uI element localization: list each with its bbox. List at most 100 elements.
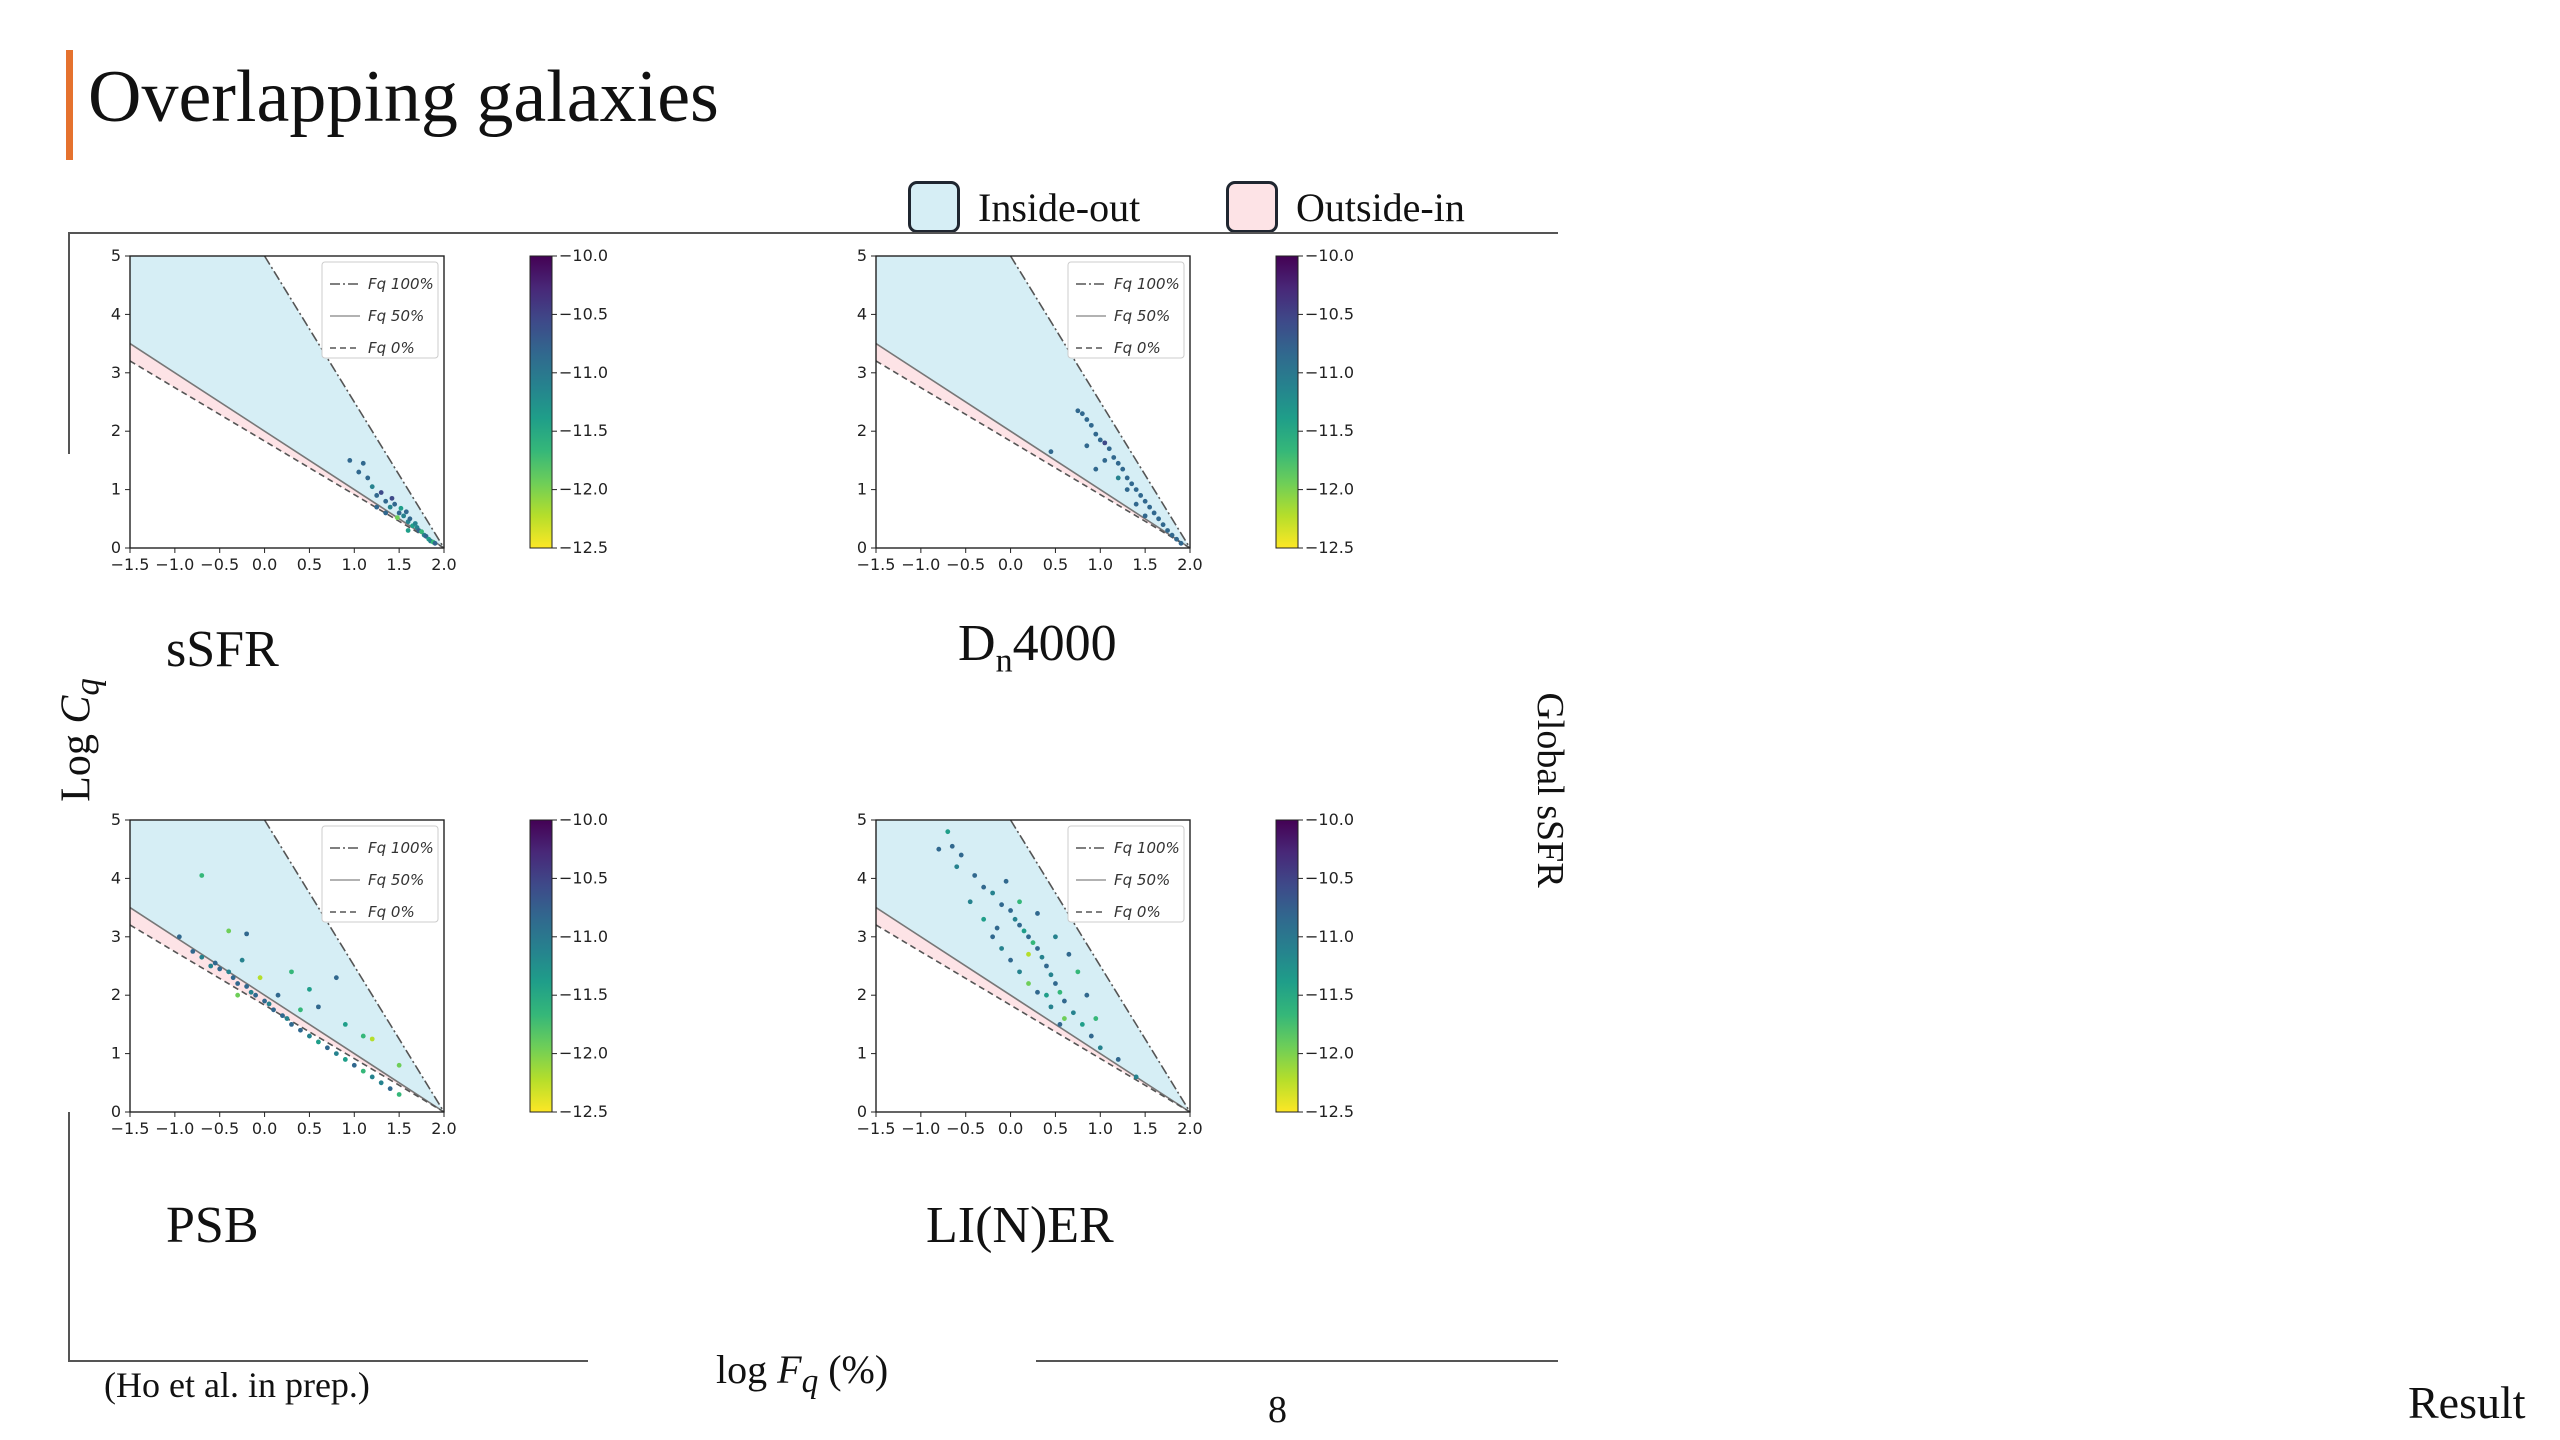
data-point [226,969,232,975]
panel-liner: −1.5 −1.0 −0.5 0.0 0.5 1.0 1.5 2.0 0 1 2 3 4 5 Fq 100%… [846,804,1406,1324]
x-tick-label: 0.0 [252,1119,277,1138]
colorbar-tick-label: −12.5 [559,538,608,557]
y-tick-label: 2 [857,421,867,440]
data-point [190,949,196,954]
x-axis-label: log Fq (%) [716,1347,889,1400]
frame-bottom-rule-left [68,1360,588,1362]
data-point [967,899,973,905]
legend-inside-out: Inside-out [908,178,1140,236]
line-legend-label: Fq 0% [368,339,415,357]
colorbar-tick-label: −11.5 [559,421,608,440]
data-point [398,505,404,511]
x-tick-label: 1.5 [386,1119,411,1138]
inside-out-region [876,256,1190,548]
line-legend-label: Fq 50% [1114,307,1170,325]
colorbar-tick-label: −11.0 [559,363,608,382]
colorbar-tick-label: −11.5 [1305,985,1354,1004]
frame-left-rule-bottom [68,1112,70,1360]
data-point [230,975,236,981]
data-point [257,975,263,981]
y-tick-label: 4 [111,868,121,887]
data-point [1138,493,1144,498]
line-fq100 [263,819,445,1113]
y-tick-label: 1 [111,1044,121,1063]
data-point [1075,969,1081,975]
line-legend-box [1067,825,1185,923]
legend-outside-in: Outside-in [1226,178,1465,236]
citation: (Ho et al. in prep.) [104,1365,370,1405]
data-point [403,509,409,515]
data-point [369,1036,375,1042]
line-fq0 [129,360,445,549]
data-point [365,475,371,481]
data-point [1012,916,1018,922]
data-point [1133,501,1139,507]
data-point [298,1027,303,1033]
line-legend-label: Fq 0% [1114,903,1161,921]
y-tick-label: 4 [111,304,121,323]
data-point [199,954,205,960]
data-point [1133,1074,1139,1080]
data-point [1008,908,1013,913]
data-point [1017,922,1022,928]
y-tick-label: 0 [111,538,121,557]
data-point [1017,899,1022,905]
data-point [289,969,294,975]
x-tick-label: 0.0 [998,555,1023,574]
panel-ssfr-plot: −1.5 −1.0 −0.5 0.0 0.5 1.0 1.5 2.0 0 1 2 3 4 5 Fq 100%… [111,246,608,574]
data-point [1124,475,1130,481]
colorbar-tick-label: −10.0 [1305,246,1354,265]
data-point [1156,516,1161,522]
data-point [1026,951,1031,957]
data-point [1062,998,1067,1004]
x-tick-label: 1.5 [1132,1119,1157,1138]
data-point [1093,1016,1099,1021]
data-point [316,1004,321,1010]
data-point [324,1045,330,1051]
inside-out-region [876,820,1190,1112]
plot-frame [129,819,445,1113]
colorbar-tick-label: −10.5 [1305,868,1354,887]
data-point [1147,504,1153,510]
data-point [958,852,964,858]
data-point [1021,928,1027,934]
page-number: 8 [1268,1389,1287,1431]
data-point [392,501,398,507]
data-point [1102,440,1108,446]
data-point [387,1086,393,1092]
colorbar-tick-label: −12.0 [1305,1044,1354,1063]
data-point [1169,532,1175,538]
y-tick-label: 5 [857,810,867,829]
colorbar-tick-label: −11.0 [559,927,608,946]
plot-frame [129,255,445,549]
y-tick-label: 0 [857,1102,867,1121]
data-point [378,490,384,495]
colorbar-tick-label: −11.5 [559,985,608,1004]
title-accent-bar [66,50,73,160]
line-fq50 [129,342,445,549]
panel-dn4000: −1.5 −1.0 −0.5 0.0 0.5 1.0 1.5 2.0 0 1 2 3 4 5 Fq 100%… [846,240,1406,760]
y-tick-label: 5 [857,246,867,265]
panel-label-liner: LI(N)ER [926,1197,1114,1254]
x-tick-label: −1.5 [111,1119,150,1138]
panel-label-ssfr: sSFR [166,621,279,678]
y-tick-label: 3 [857,363,867,382]
plot-frame [875,255,1191,549]
data-point [342,1057,348,1062]
data-point [1035,911,1040,916]
data-point [1115,460,1121,466]
data-point [954,864,960,870]
colorbar-tick-label: −12.0 [559,1044,608,1063]
plot-frame [875,819,1191,1113]
x-tick-label: 0.5 [1043,1119,1068,1138]
colorbar-tick-label: −10.0 [559,246,608,265]
colorbar-tick-label: −11.0 [1305,927,1354,946]
x-tick-label: −1.5 [857,555,896,574]
data-point [999,946,1004,951]
data-point [945,829,951,835]
data-point [1079,1022,1085,1027]
data-point [1057,1022,1063,1027]
data-point [307,986,312,992]
data-point [981,916,987,922]
data-point [394,515,400,521]
